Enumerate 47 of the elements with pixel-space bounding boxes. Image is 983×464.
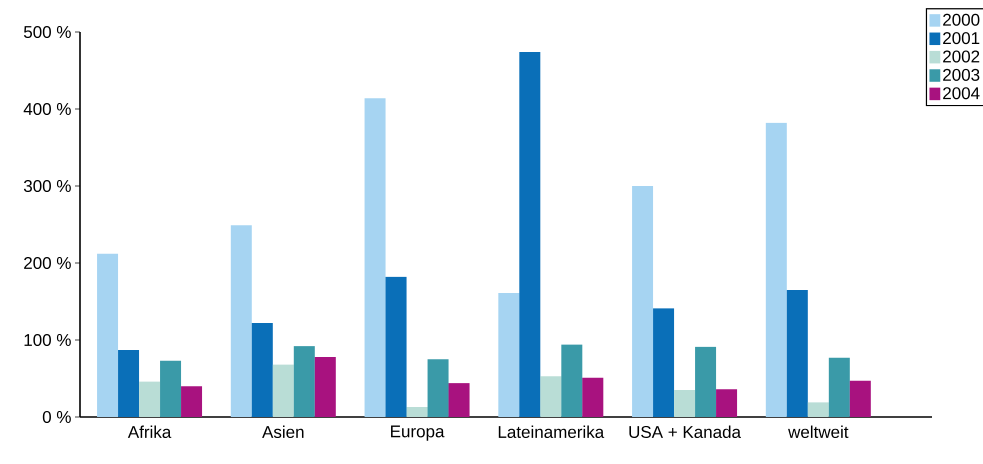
bar	[230, 225, 252, 417]
x-tick-label: Europa	[391, 426, 444, 441]
bar	[828, 358, 850, 417]
bar	[272, 364, 294, 417]
legend-label: 2000	[943, 14, 980, 26]
bar	[252, 323, 273, 417]
bar	[498, 293, 520, 417]
bar	[766, 122, 787, 417]
bar	[139, 382, 160, 417]
y-tick-label: 200 %	[24, 256, 71, 270]
bar	[386, 276, 407, 417]
y-tick-label: 100 %	[24, 334, 71, 346]
bar	[653, 308, 674, 417]
bar	[582, 378, 604, 417]
x-tick-label: Afrika	[128, 426, 172, 438]
bar	[695, 346, 716, 417]
bar	[428, 359, 449, 417]
legend-label: 2002	[943, 50, 980, 63]
bar	[314, 356, 336, 417]
bar	[561, 344, 582, 417]
x-tick-label: USA + Kanada	[629, 426, 742, 438]
bar	[118, 350, 140, 417]
bar	[519, 52, 540, 417]
bar	[850, 380, 871, 417]
y-tick-label: 0 %	[42, 410, 71, 424]
legend-label: 2001	[943, 32, 980, 44]
x-tick-label: Asien	[262, 426, 304, 438]
bar	[674, 390, 696, 417]
x-tick-label: Lateinamerika	[498, 426, 604, 438]
bar	[181, 386, 202, 417]
bar	[294, 346, 315, 417]
bar	[808, 402, 829, 417]
y-tick-label: 300 %	[24, 180, 71, 192]
x-tick-label: weltweit	[788, 426, 848, 438]
bar	[632, 186, 654, 417]
bar	[406, 406, 428, 417]
bar	[448, 383, 470, 417]
bar	[716, 389, 738, 417]
bar	[540, 376, 562, 417]
y-tick-label: 500 %	[24, 26, 71, 38]
bar	[364, 98, 386, 417]
bar	[160, 360, 182, 417]
bar	[97, 254, 118, 417]
legend-label: 2003	[943, 68, 980, 81]
legend-label: 2004	[943, 87, 980, 100]
y-tick-label: 400 %	[24, 102, 71, 116]
bar	[786, 290, 808, 417]
